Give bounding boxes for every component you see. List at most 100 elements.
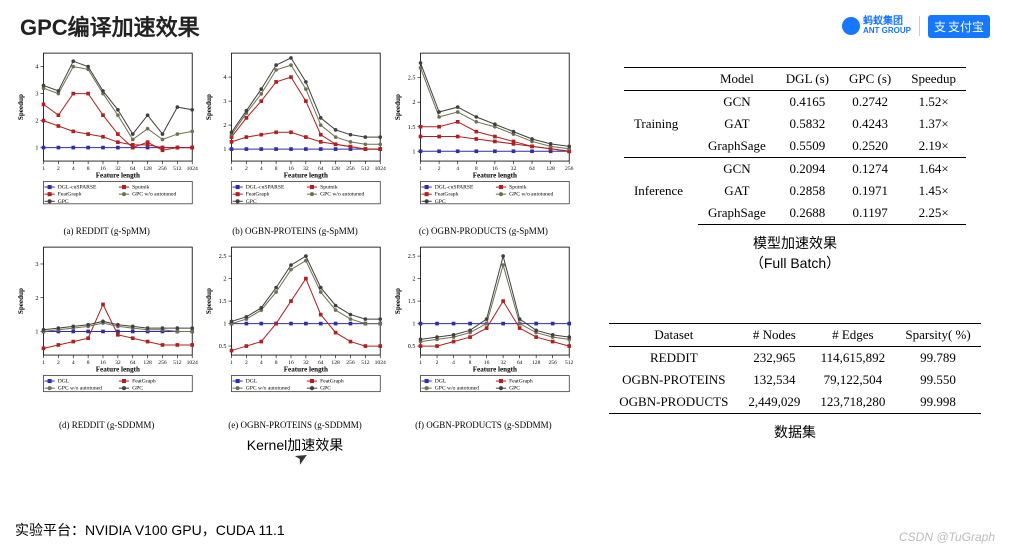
svg-text:512: 512 [565,360,574,366]
chart-caption-b: (b) OGBN-PROTEINS (g-SpMM) [203,226,386,236]
svg-text:2: 2 [412,277,415,283]
svg-text:2: 2 [437,166,440,172]
chart-b: 123412481632641282565121024Feature lengt… [203,47,386,220]
chart-caption-e: (e) OGBN-PROTEINS (g-SDDMM) [203,420,386,430]
svg-text:4: 4 [456,166,459,172]
svg-text:Sputnik: Sputnik [509,185,527,191]
svg-text:256: 256 [158,360,167,366]
svg-text:Feature length: Feature length [96,171,140,179]
svg-text:512: 512 [361,360,370,366]
svg-text:DGL: DGL [58,379,70,385]
svg-text:Speedup: Speedup [205,94,213,120]
svg-text:1: 1 [419,360,422,366]
svg-text:FeatGraph: FeatGraph [320,379,344,385]
tables-panel: ModelDGL (s)GPC (s)SpeedupTrainingGCN0.4… [595,47,995,455]
svg-text:512: 512 [361,166,370,172]
svg-text:Speedup: Speedup [17,288,25,314]
svg-text:128: 128 [332,360,341,366]
svg-text:256: 256 [548,360,557,366]
svg-text:GPC w/o autotuned: GPC w/o autotuned [246,386,290,392]
chart-d: 12312481632641282565121024Feature length… [15,241,198,414]
svg-text:128: 128 [143,360,152,366]
svg-text:4: 4 [260,166,263,172]
speedup-table: ModelDGL (s)GPC (s)SpeedupTrainingGCN0.4… [624,67,966,225]
svg-text:64: 64 [529,166,535,172]
svg-text:2: 2 [245,166,248,172]
svg-text:3: 3 [224,99,227,105]
chart-caption-d: (d) REDDIT (g-SDDMM) [15,420,198,430]
svg-text:GPC: GPC [246,199,257,205]
svg-text:4: 4 [224,75,227,81]
svg-text:4: 4 [72,360,75,366]
svg-text:FeatGraph: FeatGraph [509,379,533,385]
ant-group-logo: 蚂蚁集团 ANT GROUP [842,17,911,35]
svg-text:GPC w/o autotuned: GPC w/o autotuned [132,192,176,198]
ant-icon [842,17,860,35]
svg-text:2: 2 [245,360,248,366]
svg-text:Speedup: Speedup [394,94,402,120]
svg-text:Feature length: Feature length [284,366,328,374]
svg-text:256: 256 [565,166,574,172]
svg-text:3: 3 [35,92,38,98]
svg-text:4: 4 [35,65,38,71]
svg-text:2: 2 [35,119,38,125]
svg-text:Speedup: Speedup [17,94,25,120]
chart-a: 123412481632641282565121024Feature lengt… [15,47,198,220]
svg-text:Speedup: Speedup [394,288,402,314]
svg-text:Feature length: Feature length [472,366,516,374]
svg-text:1: 1 [42,166,45,172]
svg-text:GPC: GPC [132,386,143,392]
chart-c: 11.522.51248163264128256Feature lengthSp… [392,47,575,220]
svg-text:Feature length: Feature length [96,366,140,374]
svg-text:1: 1 [230,166,233,172]
svg-text:4: 4 [72,166,75,172]
svg-text:FeatGraph: FeatGraph [58,192,82,198]
svg-text:1: 1 [230,360,233,366]
svg-text:8: 8 [275,360,278,366]
svg-text:3: 3 [35,262,38,268]
svg-text:256: 256 [158,166,167,172]
svg-text:2: 2 [57,360,60,366]
svg-text:128: 128 [546,166,555,172]
kernel-label: Kernel加速效果 [15,435,575,455]
svg-text:1: 1 [42,360,45,366]
svg-text:2: 2 [224,123,227,129]
svg-text:128: 128 [332,166,341,172]
svg-text:1.5: 1.5 [219,299,227,305]
chart-e: 0.511.522.512481632641282565121024Featur… [203,241,386,414]
svg-text:2: 2 [57,166,60,172]
chart-caption-a: (a) REDDIT (g-SpMM) [15,226,198,236]
svg-text:GPC w/o autotuned: GPC w/o autotuned [58,386,102,392]
svg-text:0.5: 0.5 [219,344,227,350]
svg-text:8: 8 [468,360,471,366]
svg-text:256: 256 [347,166,356,172]
alipay-icon: 支 [934,18,946,35]
svg-text:GPC: GPC [320,386,331,392]
svg-text:256: 256 [347,360,356,366]
svg-text:4: 4 [452,360,455,366]
logo-divider [919,16,920,36]
svg-text:DGL: DGL [434,379,446,385]
svg-text:1: 1 [412,322,415,328]
svg-text:Feature length: Feature length [472,171,516,179]
chart-caption-c: (c) OGBN-PRODUCTS (g-SpMM) [392,226,575,236]
svg-text:DGL-cuSPARSE: DGL-cuSPARSE [246,185,285,191]
page-title: GPC编译加速效果 [20,10,200,42]
svg-text:GPC: GPC [509,386,520,392]
alipay-logo: 支 支付宝 [928,15,990,38]
svg-text:2.5: 2.5 [219,254,227,260]
svg-text:64: 64 [517,360,523,366]
svg-text:512: 512 [173,166,182,172]
svg-text:0.5: 0.5 [407,344,415,350]
svg-text:2.5: 2.5 [407,76,415,82]
svg-text:128: 128 [143,166,152,172]
svg-text:Sputnik: Sputnik [132,185,150,191]
platform-text: 实验平台：NVIDIA V100 GPU，CUDA 11.1 [15,520,285,540]
logos: 蚂蚁集团 ANT GROUP 支 支付宝 [842,15,990,38]
svg-text:2: 2 [35,296,38,302]
table1-caption: 模型加速效果 （Full Batch） [595,233,995,273]
svg-text:Speedup: Speedup [205,288,213,314]
svg-text:DGL-cuSPARSE: DGL-cuSPARSE [434,185,473,191]
svg-text:GPC w/o autotuned: GPC w/o autotuned [320,192,364,198]
svg-text:8: 8 [87,166,90,172]
